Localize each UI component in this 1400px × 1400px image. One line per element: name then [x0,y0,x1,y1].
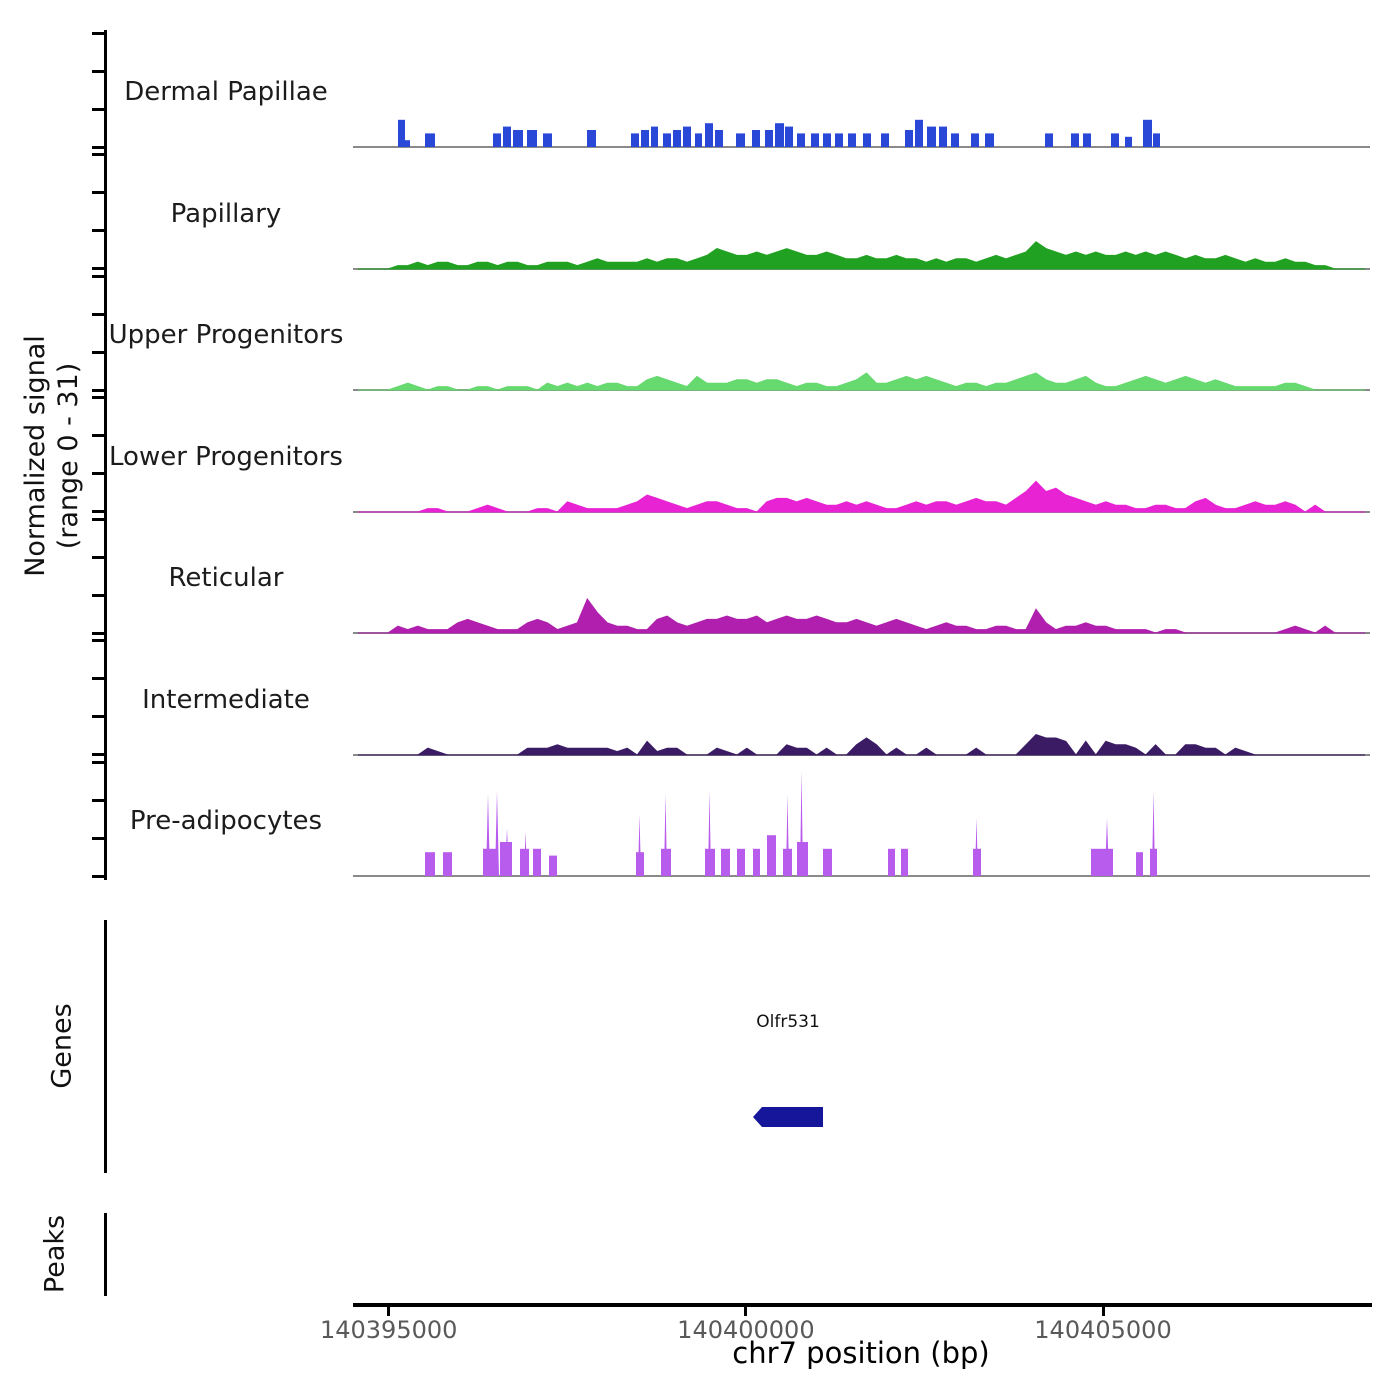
genes-axis-line [104,920,107,1173]
track-label-upper-progenitors: Upper Progenitors [108,320,344,350]
signal-y-axis-line [104,30,107,880]
signal-y-axis-tick [92,639,105,642]
signal-y-axis-tick [92,145,105,149]
gene-name-label: Olfr531 [756,1012,820,1032]
signal-y-axis-tick [92,312,105,316]
signal-y-axis-tick [92,517,105,521]
signal-y-axis-tick [92,715,105,718]
track-label-reticular: Reticular [168,563,284,593]
peaks-section-label: Peaks [39,1214,71,1294]
y-axis-label-line1: Normalized signal [20,335,51,577]
signal-y-axis-tick [92,510,105,513]
x-axis-line [353,1303,1372,1307]
x-tick-label: 140405000 [1034,1316,1172,1344]
signal-y-axis-tick [92,229,105,232]
signal-area-upper-progenitors [358,372,1365,391]
signal-area-intermediate [358,733,1365,756]
y-axis-label: Normalized signal (range 0 - 31) [19,335,85,577]
signal-y-axis-tick [92,107,105,111]
y-axis-label-line2: (range 0 - 31) [53,362,84,550]
x-axis-tick [387,1307,391,1316]
track-baseline [353,146,1370,148]
x-axis-tick [744,1307,748,1316]
signal-y-axis-tick [92,388,105,392]
signal-y-axis-tick [92,631,105,635]
x-tick-label: 140400000 [677,1316,815,1344]
signal-area-reticular [358,597,1365,634]
signal-y-axis-tick [92,69,105,73]
signal-area-pre-adipocytes [425,770,1157,876]
signal-y-axis-tick [92,434,105,437]
signal-y-axis-tick [92,31,105,35]
signal-y-axis-tick [92,472,105,475]
signal-y-axis-tick [92,191,105,194]
signal-y-axis-tick [92,267,105,270]
signal-y-axis-tick [92,396,105,399]
signal-area-papillary [358,240,1365,269]
track-label-lower-progenitors: Lower Progenitors [109,441,343,472]
gene-body-olfr531 [753,1107,823,1127]
track-baseline [353,875,1370,877]
peaks-axis-line [104,1213,107,1296]
signal-y-axis-tick [92,153,105,156]
track-label-pre-adipocytes: Pre-adipocytes [129,806,323,836]
signal-y-axis-tick [92,677,105,680]
signal-y-axis-tick [92,836,105,840]
track-label-papillary: Papillary [170,198,282,229]
signal-y-axis-tick [92,274,105,278]
x-axis-tick [1101,1307,1105,1316]
track-label-intermediate: Intermediate [142,684,310,715]
signal-y-axis-tick [92,760,105,764]
signal-y-axis-tick [92,753,105,756]
signal-area-lower-progenitors [358,480,1365,513]
x-tick-label: 140395000 [319,1316,458,1344]
x-axis-title: chr7 position (bp) [732,1336,990,1370]
signal-y-axis-tick [92,350,105,354]
track-label-dermal-papillae: Dermal Papillae [124,77,328,107]
signal-y-axis-tick [92,555,105,559]
signal-y-axis-tick [92,798,105,802]
signal-area-dermal-papillae [398,119,1160,147]
signal-y-axis-tick [92,593,105,597]
genes-section-label: Genes [46,1003,78,1089]
signal-y-axis-tick [92,874,105,878]
